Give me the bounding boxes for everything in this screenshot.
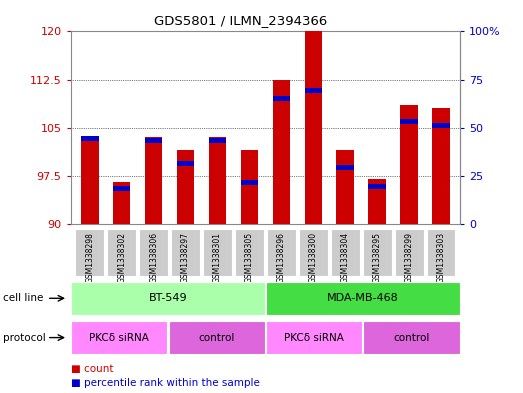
Bar: [336, 150, 354, 224]
Bar: [113, 182, 130, 224]
Text: GSM1338296: GSM1338296: [277, 232, 286, 283]
Bar: [433, 123, 450, 128]
Bar: [209, 138, 226, 143]
Text: GSM1338301: GSM1338301: [213, 232, 222, 283]
Bar: [401, 119, 418, 124]
Text: cell line: cell line: [3, 293, 43, 303]
Bar: [368, 184, 386, 189]
Text: GSM1338305: GSM1338305: [245, 232, 254, 283]
Bar: [177, 150, 195, 224]
Bar: [71, 282, 265, 315]
Text: GSM1338300: GSM1338300: [309, 232, 318, 283]
Bar: [401, 105, 418, 224]
Bar: [71, 321, 167, 354]
Text: ■ percentile rank within the sample: ■ percentile rank within the sample: [71, 378, 259, 388]
Bar: [266, 321, 362, 354]
Bar: [363, 229, 392, 276]
Bar: [81, 136, 98, 141]
Text: GDS5801 / ILMN_2394366: GDS5801 / ILMN_2394366: [154, 14, 327, 27]
Text: GSM1338302: GSM1338302: [117, 232, 126, 283]
Text: GSM1338306: GSM1338306: [149, 232, 158, 283]
Text: protocol: protocol: [3, 332, 46, 343]
Text: control: control: [199, 332, 235, 343]
Bar: [177, 161, 195, 166]
Text: GSM1338299: GSM1338299: [405, 232, 414, 283]
Bar: [235, 229, 264, 276]
Bar: [145, 137, 163, 224]
Text: GSM1338297: GSM1338297: [181, 232, 190, 283]
Text: GSM1338303: GSM1338303: [437, 232, 446, 283]
Text: MDA-MB-468: MDA-MB-468: [327, 293, 399, 303]
Bar: [304, 31, 322, 224]
Bar: [363, 321, 460, 354]
Text: GSM1338298: GSM1338298: [85, 232, 94, 283]
Bar: [209, 137, 226, 224]
Bar: [171, 229, 200, 276]
Bar: [299, 229, 328, 276]
Bar: [107, 229, 136, 276]
Bar: [267, 229, 296, 276]
Bar: [304, 88, 322, 93]
Text: GSM1338295: GSM1338295: [373, 232, 382, 283]
Bar: [395, 229, 424, 276]
Text: GSM1338304: GSM1338304: [341, 232, 350, 283]
Bar: [368, 179, 386, 224]
Text: ■ count: ■ count: [71, 364, 113, 374]
Bar: [433, 108, 450, 224]
Text: BT-549: BT-549: [149, 293, 187, 303]
Bar: [203, 229, 232, 276]
Bar: [331, 229, 360, 276]
Bar: [75, 229, 104, 276]
Text: PKCδ siRNA: PKCδ siRNA: [89, 332, 149, 343]
Bar: [272, 79, 290, 224]
Bar: [266, 282, 460, 315]
Bar: [168, 321, 265, 354]
Bar: [81, 137, 98, 224]
Bar: [241, 150, 258, 224]
Bar: [272, 95, 290, 101]
Bar: [113, 186, 130, 191]
Text: PKCδ siRNA: PKCδ siRNA: [284, 332, 344, 343]
Bar: [145, 138, 163, 143]
Bar: [427, 229, 456, 276]
Bar: [139, 229, 168, 276]
Bar: [336, 165, 354, 170]
Bar: [241, 180, 258, 185]
Text: control: control: [393, 332, 430, 343]
